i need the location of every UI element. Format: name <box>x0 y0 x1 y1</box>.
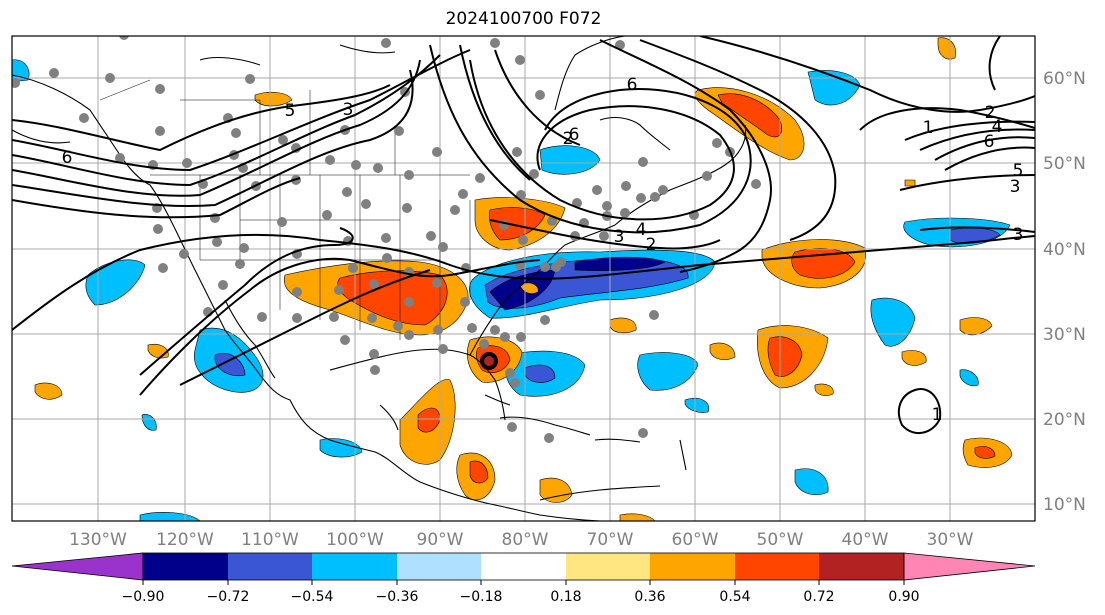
colorbar-tick-label: 0.72 <box>803 589 834 605</box>
colorbar-tick-label: 0.54 <box>719 589 750 605</box>
lat-label: 20°N <box>1043 410 1086 430</box>
contour-label: 6 <box>627 75 638 95</box>
lon-label: 70°W <box>587 530 634 550</box>
colorbar-segment <box>481 553 566 580</box>
contour-label: 5 <box>285 101 296 121</box>
contour-label: 3 <box>614 227 625 247</box>
colorbar-segment <box>819 553 904 580</box>
lon-label: 40°W <box>842 530 889 550</box>
contour-label: 3 <box>1013 225 1024 245</box>
colorbar-segment <box>143 553 228 580</box>
colorbar-tick-label: 0.36 <box>634 589 665 605</box>
map-frame <box>11 35 1036 522</box>
contour-label: 1 <box>932 405 943 425</box>
colorbar-segment <box>735 553 819 580</box>
lon-label: 30°W <box>927 530 974 550</box>
contour-label: 4 <box>636 220 647 240</box>
lon-label: 80°W <box>502 530 549 550</box>
lat-lon-grid <box>12 36 1035 521</box>
colorbar-tick-label: −0.90 <box>122 589 165 605</box>
colorbar-segment <box>312 553 397 580</box>
storm-center-marker <box>480 352 498 370</box>
contour-label: 2 <box>563 129 574 149</box>
lat-label: 50°N <box>1043 154 1086 174</box>
lon-label: 130°W <box>69 530 127 550</box>
contour-label: 3 <box>1010 177 1021 197</box>
colorbar-tick-label: −0.72 <box>207 589 250 605</box>
lat-label: 10°N <box>1043 495 1086 515</box>
lat-label: 60°N <box>1043 69 1086 89</box>
lon-label: 110°W <box>241 530 299 550</box>
contour-label: 6 <box>984 132 995 152</box>
contour-label: 6 <box>62 148 73 168</box>
colorbar-tick-label: −0.36 <box>376 589 419 605</box>
colorbar-tick-label: 0.18 <box>550 589 581 605</box>
lon-label: 50°W <box>757 530 804 550</box>
lon-label: 60°W <box>672 530 719 550</box>
colorbar: −0.90 −0.72 −0.54 −0.36 −0.18 0.18 0.36 … <box>11 552 1036 605</box>
contour-label: 5 <box>1013 161 1024 181</box>
lon-label: 100°W <box>326 530 384 550</box>
longitude-labels: 130°W 120°W 110°W 100°W 90°W 80°W 70°W 6… <box>69 530 974 550</box>
contour-label: 3 <box>343 100 354 120</box>
colorbar-extend-max <box>903 552 1036 581</box>
contour-label: 2 <box>646 235 657 255</box>
colorbar-tick-label: −0.18 <box>460 589 503 605</box>
contour-label: 6 <box>569 125 580 145</box>
colorbar-segment <box>566 553 650 580</box>
map-title: 2024100700 F072 <box>445 9 602 29</box>
colorbar-segment <box>228 553 312 580</box>
colorbar-segment <box>650 553 735 580</box>
lon-label: 120°W <box>156 530 214 550</box>
contour-label: 4 <box>992 117 1003 137</box>
contour-label: 2 <box>985 103 996 123</box>
lat-label: 30°N <box>1043 325 1086 345</box>
station-markers <box>12 36 761 443</box>
contour-lines <box>12 36 1035 435</box>
colorbar-extend-min <box>11 552 144 581</box>
colorbar-segment <box>397 553 481 580</box>
contour-labels: 5 3 6 6 2 6 3 4 2 1 2 4 6 5 3 3 1 <box>62 75 1024 425</box>
colorbar-tick-label: 0.90 <box>888 589 919 605</box>
anomaly-shading <box>12 37 1013 521</box>
contour-label: 1 <box>923 118 934 138</box>
lat-label: 40°N <box>1043 240 1086 260</box>
lon-label: 90°W <box>417 530 464 550</box>
latitude-labels: 60°N 50°N 40°N 30°N 20°N 10°N <box>1043 69 1086 515</box>
colorbar-tick-label: −0.54 <box>291 589 334 605</box>
map-plot-area: 5 3 6 6 2 6 3 4 2 1 2 4 6 5 3 3 1 <box>12 36 1035 521</box>
